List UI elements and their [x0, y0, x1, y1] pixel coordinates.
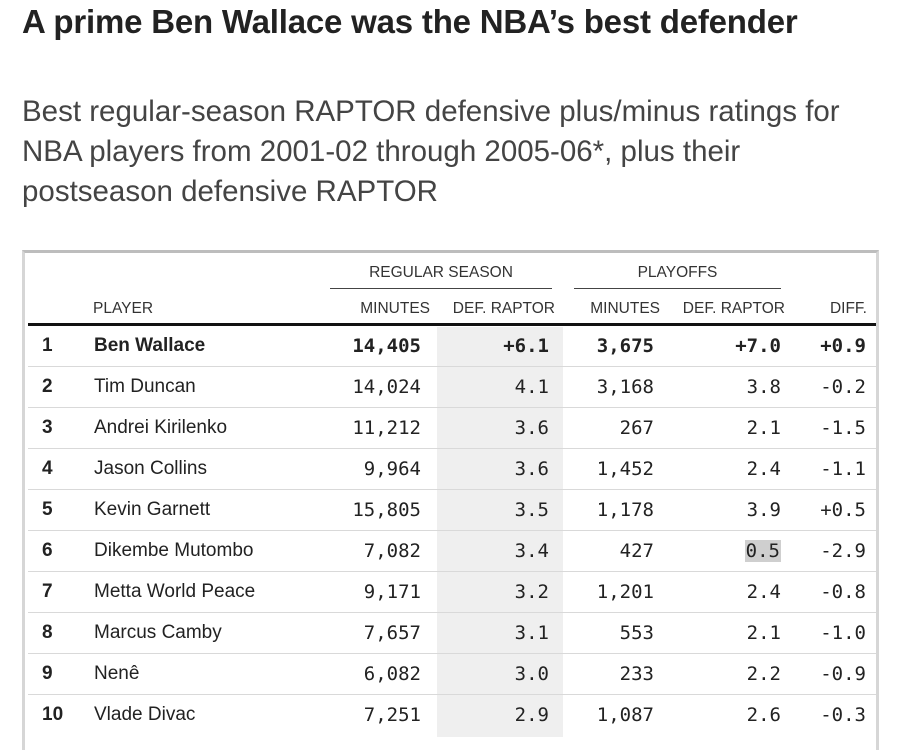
playoff-def-raptor-cell: 2.1 — [746, 622, 781, 644]
playoff-minutes-cell: 3,675 — [596, 335, 654, 357]
regular-minutes-cell: 7,251 — [363, 704, 421, 726]
playoff-def-raptor-cell: 2.4 — [746, 458, 781, 480]
player-name-cell: Ben Wallace — [94, 335, 206, 356]
diff-cell: -2.9 — [820, 540, 866, 562]
regular-def-raptor-cell: 3.6 — [514, 458, 549, 480]
player-name-cell: Metta World Peace — [94, 581, 256, 602]
column-header-player: PLAYER — [93, 300, 154, 317]
diff-cell: -1.5 — [820, 417, 866, 439]
regular-minutes-cell: 9,171 — [363, 581, 421, 603]
header-divider — [28, 323, 876, 326]
table-row: 1 Ben Wallace 14,405 +6.1 3,675 +7.0 +0.9 — [28, 326, 876, 367]
regular-def-raptor-cell: 3.5 — [514, 499, 549, 521]
playoff-minutes-cell: 3,168 — [596, 376, 654, 398]
subheadline: Best regular-season RAPTOR defensive plu… — [22, 95, 840, 208]
playoff-def-raptor-cell: +7.0 — [735, 335, 781, 357]
diff-cell: -0.3 — [820, 704, 866, 726]
player-name-cell: Tim Duncan — [94, 376, 196, 397]
playoff-def-raptor-cell: 2.4 — [746, 581, 781, 603]
regular-minutes-cell: 14,024 — [352, 376, 421, 398]
rank-cell: 4 — [42, 458, 53, 479]
regular-def-raptor-cell: 3.4 — [514, 540, 549, 562]
table-row: 2 Tim Duncan 14,024 4.1 3,168 3.8 -0.2 — [28, 367, 876, 408]
regular-def-raptor-cell: 2.9 — [514, 704, 549, 726]
table-row: 4 Jason Collins 9,964 3.6 1,452 2.4 -1.1 — [28, 449, 876, 490]
diff-cell: -1.1 — [820, 458, 866, 480]
table-row: 10 Vlade Divac 7,251 2.9 1,087 2.6 -0.3 — [28, 695, 876, 736]
playoff-minutes-cell: 233 — [619, 663, 654, 685]
column-header-diff: DIFF. — [829, 300, 867, 317]
player-name-cell: Kevin Garnett — [94, 499, 211, 520]
group-header-regular-season: REGULAR SEASON — [330, 264, 552, 289]
player-name-cell: Marcus Camby — [94, 622, 222, 643]
regular-def-raptor-cell: +6.1 — [503, 335, 549, 357]
playoff-def-raptor-cell: 2.1 — [746, 417, 781, 439]
playoff-minutes-cell: 1,201 — [596, 581, 654, 603]
playoff-minutes-cell: 1,087 — [596, 704, 654, 726]
table-row: 9 Nenê 6,082 3.0 233 2.2 -0.9 — [28, 654, 876, 695]
player-name-cell: Nenê — [94, 663, 140, 684]
headline: A prime Ben Wallace was the NBA’s best d… — [22, 3, 798, 40]
diff-cell: -1.0 — [820, 622, 866, 644]
rank-cell: 5 — [42, 499, 53, 520]
diff-cell: +0.5 — [820, 499, 866, 521]
playoff-def-raptor-cell: 2.6 — [746, 704, 781, 726]
ratings-table: REGULAR SEASON PLAYOFFS PLAYER MINUTES D… — [22, 250, 879, 750]
rank-cell: 8 — [42, 622, 53, 643]
diff-cell: -0.2 — [820, 376, 866, 398]
column-header-playoff-minutes: MINUTES — [590, 300, 660, 317]
column-header-playoff-def-raptor: DEF. RAPTOR — [682, 300, 785, 317]
table-row: 5 Kevin Garnett 15,805 3.5 1,178 3.9 +0.5 — [28, 490, 876, 531]
playoff-def-raptor-cell: 3.9 — [746, 499, 781, 521]
table-row: 6 Dikembe Mutombo 7,082 3.4 427 0.5 -2.9 — [28, 531, 876, 572]
rank-cell: 2 — [42, 376, 53, 397]
diff-cell: -0.9 — [820, 663, 866, 685]
playoff-def-raptor-cell: 2.2 — [746, 663, 781, 685]
regular-minutes-cell: 6,082 — [363, 663, 421, 685]
rank-cell: 6 — [42, 540, 53, 561]
playoff-minutes-cell: 1,452 — [596, 458, 654, 480]
highlighted-value: 0.5 — [744, 540, 781, 562]
diff-cell: -0.8 — [820, 581, 866, 603]
regular-minutes-cell: 14,405 — [352, 335, 421, 357]
playoff-minutes-cell: 267 — [619, 417, 654, 439]
table-row: 8 Marcus Camby 7,657 3.1 553 2.1 -1.0 — [28, 613, 876, 654]
regular-def-raptor-cell: 3.2 — [514, 581, 549, 603]
regular-minutes-cell: 15,805 — [352, 499, 421, 521]
table-row: 7 Metta World Peace 9,171 3.2 1,201 2.4 -0.8 — [28, 572, 876, 613]
regular-minutes-cell: 9,964 — [363, 458, 421, 480]
player-name-cell: Vlade Divac — [94, 704, 196, 725]
playoff-minutes-cell: 553 — [619, 622, 654, 644]
rank-cell: 9 — [42, 663, 53, 684]
table-row: 3 Andrei Kirilenko 11,212 3.6 267 2.1 -1.5 — [28, 408, 876, 449]
regular-def-raptor-cell: 4.1 — [514, 376, 549, 398]
group-header-playoffs: PLAYOFFS — [574, 264, 781, 289]
diff-cell: +0.9 — [820, 335, 866, 357]
regular-def-raptor-column-shade — [437, 327, 563, 737]
regular-minutes-cell: 7,657 — [363, 622, 421, 644]
column-header-regular-def-raptor: DEF. RAPTOR — [452, 300, 555, 317]
playoff-def-raptor-cell: 3.8 — [746, 376, 781, 398]
player-name-cell: Dikembe Mutombo — [94, 540, 254, 561]
playoff-minutes-cell: 1,178 — [596, 499, 654, 521]
table-body: 1 Ben Wallace 14,405 +6.1 3,675 +7.0 +0.9 2 Tim … — [28, 326, 876, 736]
rank-cell: 10 — [42, 704, 64, 725]
regular-minutes-cell: 11,212 — [352, 417, 421, 439]
rank-cell: 1 — [42, 335, 53, 356]
regular-def-raptor-cell: 3.6 — [514, 417, 549, 439]
playoff-def-raptor-cell: 0.5 — [744, 531, 781, 571]
playoff-minutes-cell: 427 — [619, 540, 654, 562]
player-name-cell: Jason Collins — [94, 458, 207, 479]
player-name-cell: Andrei Kirilenko — [94, 417, 228, 438]
regular-minutes-cell: 7,082 — [363, 540, 421, 562]
rank-cell: 3 — [42, 417, 53, 438]
column-header-regular-minutes: MINUTES — [360, 300, 430, 317]
rank-cell: 7 — [42, 581, 53, 602]
regular-def-raptor-cell: 3.1 — [514, 622, 549, 644]
regular-def-raptor-cell: 3.0 — [514, 663, 549, 685]
